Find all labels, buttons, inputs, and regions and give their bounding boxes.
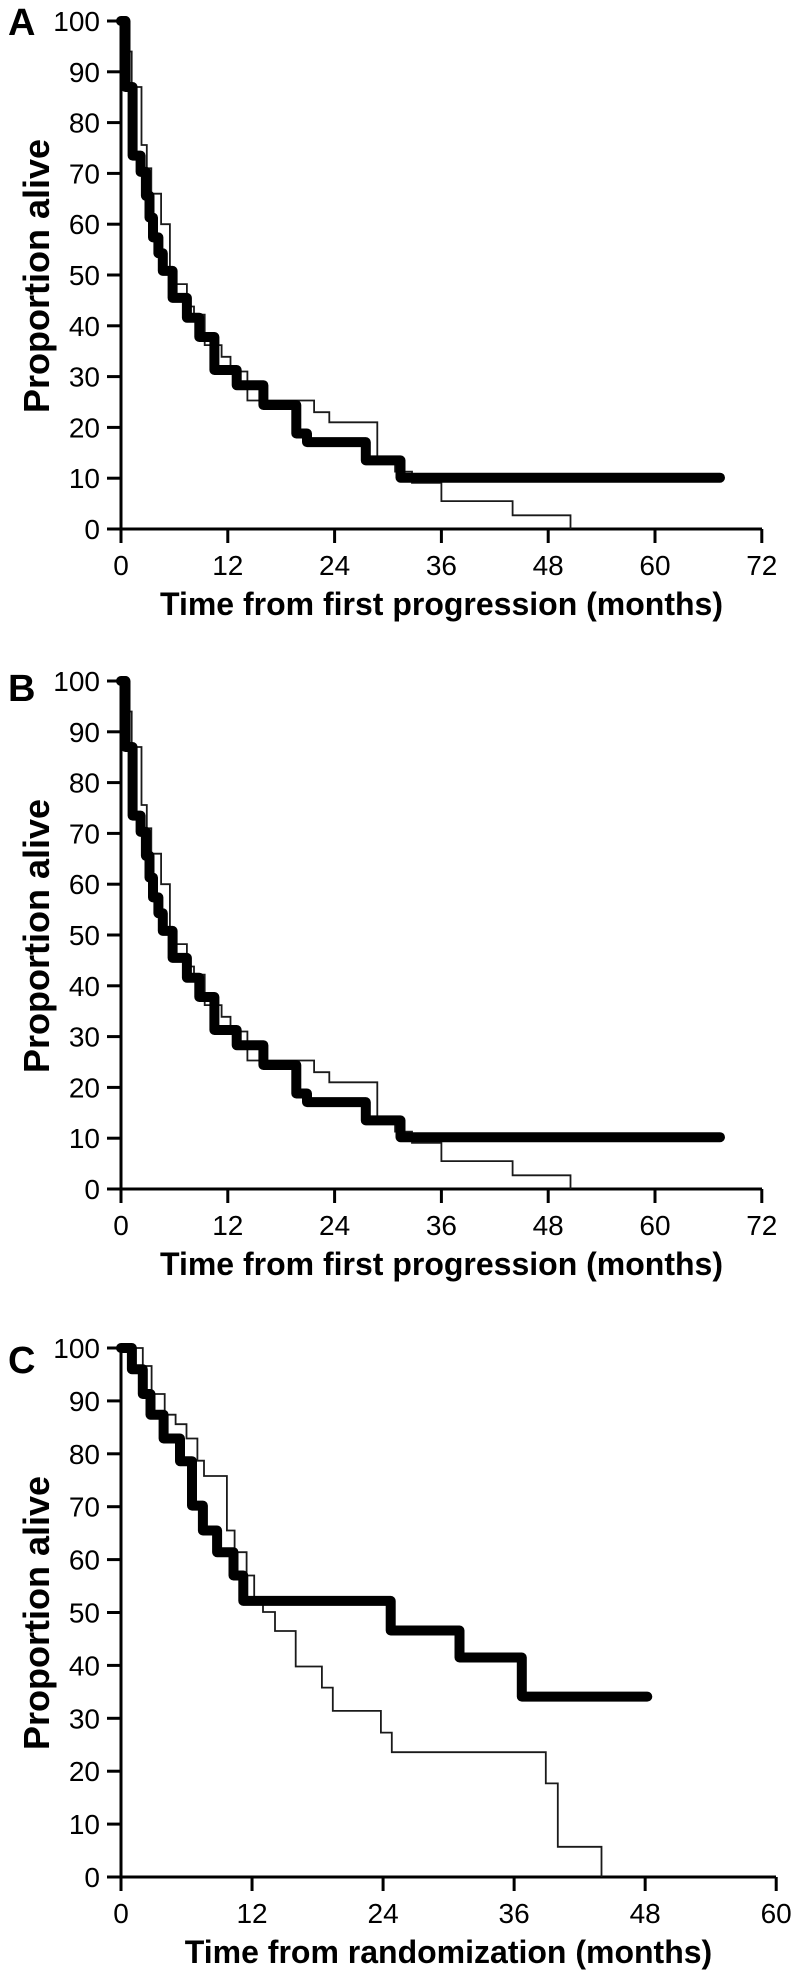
panel-letter-C: C <box>8 1340 36 1382</box>
y-tick-label: 60 <box>69 869 100 900</box>
y-tick-label: 0 <box>84 1174 100 1205</box>
x-tick-label: 24 <box>368 1898 399 1929</box>
axes <box>107 679 764 1203</box>
x-tick-label: 12 <box>236 1898 267 1929</box>
y-tick-label: 100 <box>53 666 100 697</box>
x-tick-label: 12 <box>212 1210 243 1241</box>
x-tick-label: 72 <box>746 550 777 581</box>
axes <box>107 1346 778 1891</box>
y-tick-label: 90 <box>69 1386 100 1417</box>
y-tick-label: 90 <box>69 717 100 748</box>
panel-letter-A: A <box>8 2 36 44</box>
panel-B: B Proportion alive 0 10 20 30 40 50 60 70 80 90 10… <box>0 660 792 1320</box>
y-tick-label: 70 <box>69 1492 100 1523</box>
x-tick-label: 60 <box>639 1210 670 1241</box>
y-tick-label: 0 <box>84 1862 100 1893</box>
y-tick-label: 30 <box>69 1703 100 1734</box>
y-tick-label: 70 <box>69 158 100 189</box>
x-tick-label: 12 <box>212 550 243 581</box>
y-tick-label: 10 <box>69 1123 100 1154</box>
y-tick-label: 50 <box>69 1598 100 1629</box>
y-tick-label: 40 <box>69 1650 100 1681</box>
series-thin-line <box>121 1347 603 1877</box>
y-tick-label: 20 <box>69 412 100 443</box>
y-tick-label: 30 <box>69 362 100 393</box>
x-tick-label: 0 <box>113 1210 129 1241</box>
y-tick-label: 20 <box>69 1756 100 1787</box>
y-tick-label: 10 <box>69 1809 100 1840</box>
x-tick-label: 48 <box>533 550 564 581</box>
y-tick-label: 60 <box>69 209 100 240</box>
km-plot-B: 0 10 20 30 40 50 60 70 80 90 100 0 12 24 36 48 60 72 <box>53 666 777 1241</box>
y-tick-label: 0 <box>84 514 100 545</box>
x-tick-label: 0 <box>113 550 129 581</box>
y-tick-label: 90 <box>69 57 100 88</box>
x-tick-label: 24 <box>319 550 350 581</box>
series-thin-line <box>121 680 572 1189</box>
y-tick-label: 30 <box>69 1022 100 1053</box>
y-tick-label: 100 <box>53 6 100 37</box>
x-tick-label: 60 <box>639 550 670 581</box>
y-tick-label: 20 <box>69 1072 100 1103</box>
x-axis-title-C: Time from randomization (months) <box>184 1934 713 1970</box>
x-tick-label: 24 <box>319 1210 350 1241</box>
x-tick-label: 36 <box>426 1210 457 1241</box>
y-tick-label: 80 <box>69 108 100 139</box>
y-tick-label: 40 <box>69 971 100 1002</box>
panel-C: C Proportion alive 0 10 20 30 40 50 60 70 80 90 10… <box>0 1320 792 1980</box>
x-tick-label: 36 <box>499 1898 530 1929</box>
series-thin-line <box>121 20 572 529</box>
x-tick-label: 48 <box>630 1898 661 1929</box>
x-tick-label: 0 <box>113 1898 129 1929</box>
axes <box>107 19 764 543</box>
y-tick-label: 50 <box>69 920 100 951</box>
y-tick-label: 40 <box>69 311 100 342</box>
x-axis-title-A: Time from first progression (months) <box>159 586 723 622</box>
km-plot-A: 0 10 20 30 40 50 60 70 80 90 100 0 12 24 36 48 60 72 <box>53 6 777 581</box>
y-tick-label: 10 <box>69 463 100 494</box>
y-tick-label: 60 <box>69 1545 100 1576</box>
km-plot-C: 0 10 20 30 40 50 60 70 80 90 100 0 12 24 36 48 60 <box>53 1333 792 1929</box>
x-tick-label: 72 <box>746 1210 777 1241</box>
panel-A: A Proportion alive 0 10 20 30 40 50 60 70 80 90 10… <box>0 0 792 660</box>
x-tick-label: 36 <box>426 550 457 581</box>
panel-letter-B: B <box>8 668 36 710</box>
series-thick-line <box>116 16 725 483</box>
x-axis-title-B: Time from first progression (months) <box>159 1246 723 1282</box>
series-thick-line <box>116 676 725 1143</box>
y-tick-label: 70 <box>69 818 100 849</box>
y-tick-label: 50 <box>69 260 100 291</box>
y-tick-label: 80 <box>69 1439 100 1470</box>
y-tick-label: 80 <box>69 768 100 799</box>
series-thick-line <box>116 1343 653 1702</box>
y-tick-label: 100 <box>53 1333 100 1364</box>
x-tick-label: 60 <box>761 1898 792 1929</box>
x-tick-label: 48 <box>533 1210 564 1241</box>
